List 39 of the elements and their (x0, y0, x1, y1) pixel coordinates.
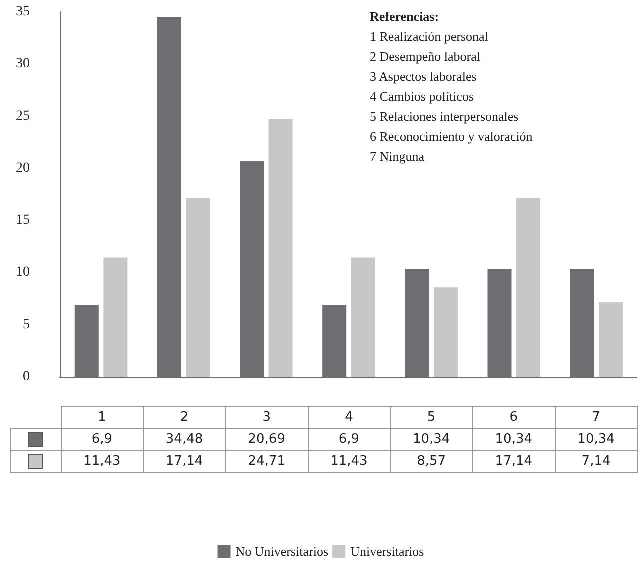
data-label: 7,14 (555, 450, 638, 473)
data-label: 10,34 (555, 428, 638, 451)
data-label: 17,14 (472, 450, 556, 473)
x-tick-label: 4 (308, 406, 390, 428)
y-tick-label: 5 (23, 317, 30, 332)
data-label: 17,14 (143, 450, 226, 473)
data-label: 11,43 (61, 450, 144, 473)
x-tick-label: 5 (390, 406, 473, 428)
data-label: 6,9 (308, 428, 390, 451)
x-tick-label: 1 (61, 406, 144, 428)
data-label: 10,34 (390, 428, 473, 451)
annotation: 2 Desempeño laboral (370, 49, 481, 64)
x-tick-label: 6 (472, 406, 556, 428)
y-tick-label: 0 (23, 370, 30, 384)
annotation: 5 Relaciones interpersonales (370, 109, 519, 124)
data-label: 20,69 (226, 428, 308, 451)
annotation: 3 Aspectos laborales (370, 69, 477, 84)
legend-label: Universitarios (350, 544, 424, 559)
data-label: 6,9 (61, 428, 144, 451)
annotation: 7 Ninguna (370, 149, 425, 164)
x-tick-label: 7 (555, 406, 638, 428)
y-tick-label: 25 (16, 108, 30, 124)
data-label: 10,34 (472, 428, 556, 451)
annotation: 6 Reconocimiento y valoración (370, 129, 534, 144)
data-label: 24,71 (226, 450, 308, 473)
x-tick-label: 2 (143, 406, 226, 428)
data-label: 34,48 (143, 428, 226, 451)
annotation: Referencias: (370, 9, 440, 24)
y-tick-label: 20 (16, 160, 30, 176)
annotation: 4 Cambios políticos (370, 89, 474, 104)
legend-label: No Universitarios (236, 544, 329, 559)
y-tick-label: 10 (16, 265, 30, 280)
y-tick-label: 30 (16, 56, 30, 72)
data-label: 8,57 (390, 450, 473, 473)
y-tick-label: 15 (16, 213, 30, 228)
x-tick-label: 3 (226, 406, 308, 428)
data-label: 11,43 (308, 450, 390, 473)
y-tick-label: 35 (16, 4, 30, 20)
annotation: 1 Realización personal (370, 29, 489, 44)
